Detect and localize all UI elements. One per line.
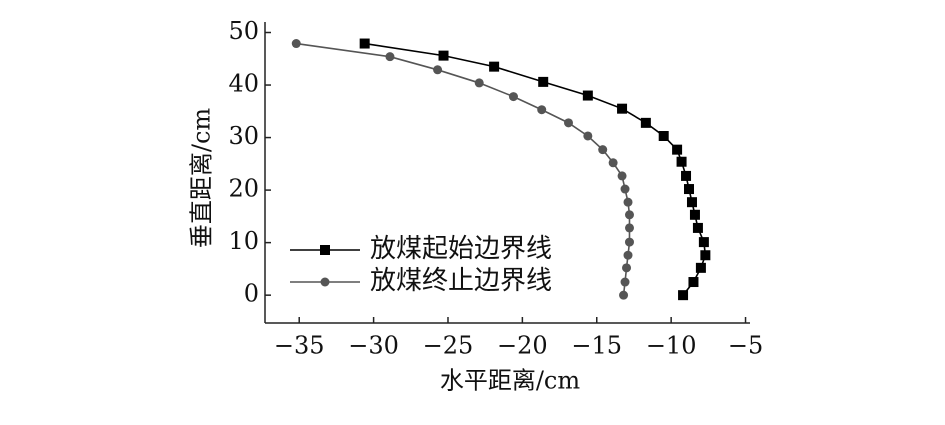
data-point (582, 90, 593, 101)
data-point (681, 170, 692, 181)
y-tick-label: 30 (228, 122, 259, 150)
x-tick-label: −30 (348, 332, 399, 360)
data-point (698, 237, 709, 248)
data-point (537, 105, 547, 115)
data-point (695, 262, 706, 273)
x-tick-label: −10 (646, 332, 697, 360)
data-point (620, 184, 630, 194)
data-point (686, 197, 697, 208)
data-point (598, 145, 608, 155)
x-axis-label: 水平距离/cm (440, 367, 581, 395)
data-point (489, 61, 500, 72)
data-point (658, 130, 669, 141)
data-point (617, 171, 627, 181)
y-tick-label: 10 (228, 227, 259, 255)
data-point (474, 78, 484, 88)
y-tick-label: 40 (228, 70, 259, 98)
data-point (583, 131, 593, 141)
data-point (700, 250, 711, 261)
data-point (622, 263, 632, 273)
x-tick-label: −25 (423, 332, 474, 360)
data-point (624, 210, 634, 220)
legend-label: 放煤终止边界线 (370, 266, 552, 296)
data-point (624, 237, 634, 247)
data-point (617, 103, 628, 114)
data-point (672, 144, 683, 155)
data-point (678, 290, 689, 301)
y-tick-label: 50 (228, 17, 259, 45)
x-tick-label: −20 (497, 332, 548, 360)
data-point (623, 197, 633, 207)
y-tick-label: 20 (228, 175, 259, 203)
data-point (508, 92, 518, 102)
data-point (640, 117, 651, 128)
legend-label: 放煤起始边界线 (370, 234, 552, 264)
data-point (619, 290, 629, 300)
data-point (620, 277, 630, 287)
data-point (684, 184, 695, 195)
x-tick-label: −5 (728, 332, 763, 360)
legend-marker (320, 277, 330, 287)
data-point (692, 222, 703, 233)
data-point (438, 50, 449, 61)
legend-marker (320, 245, 330, 255)
data-point (433, 65, 443, 75)
data-point (291, 39, 301, 49)
y-axis-label: 垂直距离/cm (188, 108, 216, 249)
data-point (385, 52, 395, 62)
data-point (359, 38, 370, 49)
data-point (624, 223, 634, 233)
data-point (676, 156, 687, 167)
data-point (689, 209, 700, 220)
data-point (688, 277, 699, 288)
data-point (563, 118, 573, 128)
y-tick-label: 0 (244, 280, 259, 308)
data-point (608, 158, 618, 168)
data-point (538, 76, 549, 87)
data-point (623, 250, 633, 260)
x-tick-label: −35 (274, 332, 325, 360)
x-tick-label: −15 (571, 332, 622, 360)
